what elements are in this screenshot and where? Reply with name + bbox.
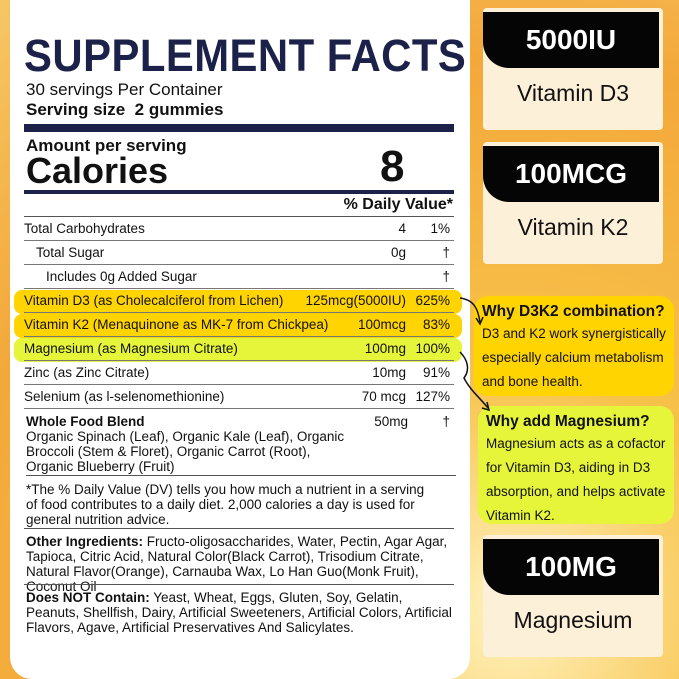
calories-value: 8 xyxy=(380,142,405,191)
daily-value-header: % Daily Value* xyxy=(343,196,453,213)
facts-title: SUPPLEMENT FACTS xyxy=(24,30,467,81)
nutrient-amount: 4 xyxy=(398,221,406,236)
other-ingredients: Other Ingredients: Fructo-oligosaccharid… xyxy=(26,534,456,594)
divider xyxy=(24,584,454,585)
nutrient-row-vitamin-d3: Vitamin D3 (as Cholecalciferol from Lich… xyxy=(24,289,454,313)
calories-label: Calories xyxy=(26,150,169,191)
nutrient-amount: 100mg xyxy=(364,341,406,356)
card-vitamin-k2: 100MCG Vitamin K2 xyxy=(483,142,663,264)
whole-food-blend: Whole Food Blend 50mg † Organic Spinach … xyxy=(26,414,456,476)
other-ingredients-text: Fructo-oligosaccharides, Water, Pectin, … xyxy=(26,534,448,594)
card-value: 100MCG xyxy=(483,146,659,202)
nutrient-dv: 83% xyxy=(422,317,450,332)
nutrient-dv: 127% xyxy=(415,389,450,404)
divider xyxy=(24,190,454,194)
nutrient-amount: 125mcg(5000IU) xyxy=(305,293,406,308)
nutrient-dv: † xyxy=(442,269,450,284)
nutrient-name: Includes 0g Added Sugar xyxy=(46,269,197,284)
highlight-k2 xyxy=(14,314,462,338)
nutrient-name: Vitamin K2 (Menaquinone as MK-7 from Chi… xyxy=(24,317,329,332)
servings-per-container: 30 servings Per Container xyxy=(26,80,223,99)
highlight-d3 xyxy=(14,290,462,314)
bubble-text: Magnesium acts as a cofactor for Vitamin… xyxy=(486,436,666,523)
nutrient-dv: † xyxy=(442,245,450,260)
nutrient-name: Vitamin D3 (as Cholecalciferol from Lich… xyxy=(24,293,284,308)
does-not-contain-text: Yeast, Wheat, Eggs, Gluten, Soy, Gelatin… xyxy=(26,590,452,635)
divider xyxy=(24,216,454,217)
card-label: Vitamin D3 xyxy=(516,80,630,106)
arrow-connectors xyxy=(459,297,491,412)
nutrient-dv: 91% xyxy=(422,365,450,380)
nutrient-row: Total Carbohydrates 4 1% xyxy=(24,217,454,241)
nutrient-row: Zinc (as Zinc Citrate) 10mg 91% xyxy=(24,361,454,385)
highlight-magnesium xyxy=(14,338,462,362)
nutrient-amount: 10mg xyxy=(372,365,406,380)
does-not-contain-label: Does NOT Contain: xyxy=(26,590,150,605)
nutrient-row-vitamin-k2: Vitamin K2 (Menaquinone as MK-7 from Chi… xyxy=(24,313,454,337)
nutrient-row-magnesium: Magnesium (as Magnesium Citrate) 100mg 100… xyxy=(24,337,454,361)
nutrient-row: Selenium (as l-selenomethionine) 70 mcg 12… xyxy=(24,385,454,409)
amount-per-serving: Amount per serving xyxy=(26,136,187,155)
does-not-contain: Does NOT Contain: Yeast, Wheat, Eggs, Gl… xyxy=(26,590,456,635)
arrow-d3k2-icon xyxy=(459,297,481,323)
nutrient-dv: 100% xyxy=(415,341,450,356)
thick-divider xyxy=(24,124,454,132)
card-label: Magnesium xyxy=(513,607,633,633)
nutrient-name: Total Carbohydrates xyxy=(24,221,145,236)
other-ingredients-label: Other Ingredients: xyxy=(26,534,144,549)
blend-items: Organic Spinach (Leaf), Organic Kale (Le… xyxy=(26,429,345,474)
bubble-title: Why add Magnesium? xyxy=(486,413,650,430)
blend-amount: 50mg xyxy=(374,414,408,429)
nutrient-name: Total Sugar xyxy=(36,245,105,260)
blend-name: Whole Food Blend xyxy=(26,414,145,429)
card-label: Vitamin K2 xyxy=(517,214,629,240)
nutrient-dv: 1% xyxy=(430,221,450,236)
nutrient-dv: 625% xyxy=(415,293,450,308)
card-vitamin-d3: 5000IU Vitamin D3 xyxy=(483,8,663,130)
arrow-magnesium-icon xyxy=(459,351,489,409)
nutrient-amount: 0g xyxy=(390,245,406,260)
bubble-title: Why D3K2 combination? xyxy=(482,303,665,320)
card-value: 100MG xyxy=(483,539,659,595)
blend-dv: † xyxy=(442,414,450,429)
bubble-text: D3 and K2 work synergistically especiall… xyxy=(482,326,666,389)
nutrient-name: Magnesium (as Magnesium Citrate) xyxy=(24,341,238,356)
nutrient-amount: 70 mcg xyxy=(361,389,406,404)
nutrient-row: Total Sugar 0g † xyxy=(24,241,454,265)
card-value: 5000IU xyxy=(483,12,659,68)
bubble-magnesium: Why add Magnesium? Magnesium acts as a co… xyxy=(478,406,674,524)
nutrient-amount: 100mcg xyxy=(357,317,406,332)
serving-size: Serving size 2 gummies xyxy=(26,100,224,119)
card-magnesium: 100MG Magnesium xyxy=(483,535,663,657)
nutrient-row: Includes 0g Added Sugar † xyxy=(24,265,454,289)
nutrient-name: Zinc (as Zinc Citrate) xyxy=(24,365,150,380)
bubble-d3k2: Why D3K2 combination? D3 and K2 work syne… xyxy=(474,296,674,396)
footnote: *The % Daily Value (DV) tells you how mu… xyxy=(26,482,425,527)
nutrient-name: Selenium (as l-selenomethionine) xyxy=(24,389,225,404)
divider xyxy=(24,528,454,529)
